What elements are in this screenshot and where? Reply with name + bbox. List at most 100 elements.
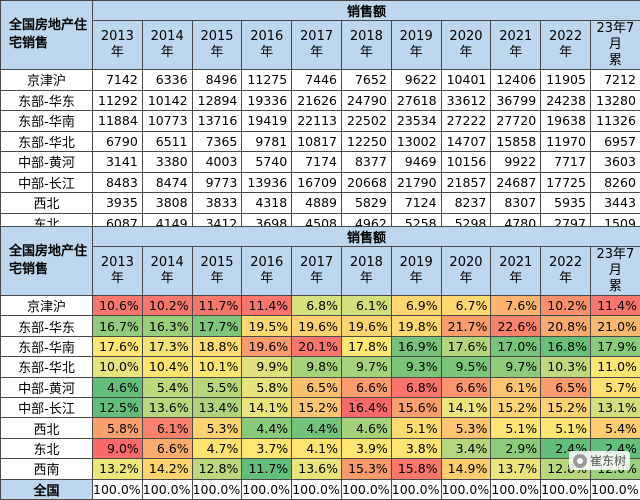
year-header-line: 年: [292, 45, 341, 61]
sales-value: 10773: [142, 111, 192, 132]
share-value: 5.8%: [93, 418, 143, 438]
year-header-line: 年: [342, 271, 391, 287]
share-value: 6.1%: [142, 418, 192, 438]
sales-value: 11275: [242, 70, 292, 91]
sales-value: 21626: [292, 90, 342, 111]
sales-value: 8474: [142, 172, 192, 193]
sales-value: 7446: [292, 70, 342, 91]
share-value: 16.4%: [341, 397, 391, 417]
share-value: 6.6%: [341, 377, 391, 397]
year-header-line: 2018: [342, 255, 391, 271]
sales-value: 36799: [491, 90, 541, 111]
share-value: 10.2%: [142, 296, 192, 316]
share-value: 15.2%: [491, 397, 541, 417]
year-header-line: 2013: [93, 29, 142, 45]
sales-value: 12894: [192, 90, 242, 111]
share-value: 3.9%: [341, 438, 391, 458]
share-value: 13.6%: [292, 459, 342, 479]
year-header-line: 年: [93, 271, 142, 287]
sales-value: 24238: [541, 90, 591, 111]
share-value: 14.9%: [441, 459, 491, 479]
total-value: 100.0%: [142, 479, 192, 499]
total-value: 100.0%: [93, 479, 143, 499]
region-label: 东部-华北: [1, 131, 93, 152]
sales-value: 15858: [491, 131, 541, 152]
share-value: 15.2%: [541, 397, 591, 417]
year-header-line: 年: [193, 45, 242, 61]
share-value: 5.8%: [242, 377, 292, 397]
share-value: 9.9%: [242, 357, 292, 377]
group-header: 销售额: [93, 227, 640, 247]
sales-value: 7365: [192, 131, 242, 152]
table-title: 全国房地产住宅销售: [1, 227, 93, 296]
share-value: 5.3%: [441, 418, 491, 438]
year-header-line: 累: [591, 279, 640, 295]
sales-value: 10142: [142, 90, 192, 111]
share-value: 19.6%: [242, 336, 292, 356]
share-value: 5.1%: [391, 418, 441, 438]
year-header-line: 年: [242, 45, 291, 61]
sales-value: 22502: [341, 111, 391, 132]
year-header: 23年7月累: [590, 21, 640, 70]
share-value: 4.7%: [192, 438, 242, 458]
sales-value: 33612: [441, 90, 491, 111]
share-value: 6.9%: [391, 296, 441, 316]
sales-value: 4003: [192, 152, 242, 173]
sales-value: 8237: [441, 193, 491, 214]
share-value: 6.5%: [292, 377, 342, 397]
wechat-icon: [573, 454, 587, 468]
share-value: 14.2%: [142, 459, 192, 479]
year-header-line: 年: [392, 271, 441, 287]
region-label: 西北: [1, 418, 93, 438]
share-value: 13.1%: [590, 397, 640, 417]
share-value: 10.0%: [93, 357, 143, 377]
share-value: 21.0%: [590, 316, 640, 336]
share-value: 17.9%: [590, 336, 640, 356]
share-value: 14.1%: [441, 397, 491, 417]
share-value: 16.3%: [142, 316, 192, 336]
total-value: 100.0%: [292, 479, 342, 499]
year-header-line: 2022: [541, 29, 590, 45]
region-label: 东部-华南: [1, 111, 93, 132]
share-value: 15.8%: [391, 459, 441, 479]
region-label: 中部-黄河: [1, 152, 93, 173]
sales-value: 12250: [341, 131, 391, 152]
sales-value: 11292: [93, 90, 143, 111]
year-header: 23年7月累: [590, 247, 640, 296]
year-header-line: 2020: [442, 29, 491, 45]
sales-value: 20668: [341, 172, 391, 193]
share-value: 9.8%: [292, 357, 342, 377]
sales-value: 11970: [541, 131, 591, 152]
share-value: 3.4%: [441, 438, 491, 458]
share-value: 15.2%: [292, 397, 342, 417]
share-value: 17.8%: [341, 336, 391, 356]
share-value: 11.7%: [242, 459, 292, 479]
sales-value: 13716: [192, 111, 242, 132]
sales-value: 3380: [142, 152, 192, 173]
sales-value: 19419: [242, 111, 292, 132]
sales-value: 5740: [242, 152, 292, 173]
year-header-line: 2017: [292, 255, 341, 271]
total-value: 100.0%: [441, 479, 491, 499]
sales-value: 5829: [341, 193, 391, 214]
sales-value: 3808: [142, 193, 192, 214]
region-label: 京津沪: [1, 70, 93, 91]
year-header-line: 2016: [242, 29, 291, 45]
sales-value: 27720: [491, 111, 541, 132]
table-title: 全国房地产住宅销售: [1, 1, 93, 70]
region-label: 东北: [1, 438, 93, 458]
